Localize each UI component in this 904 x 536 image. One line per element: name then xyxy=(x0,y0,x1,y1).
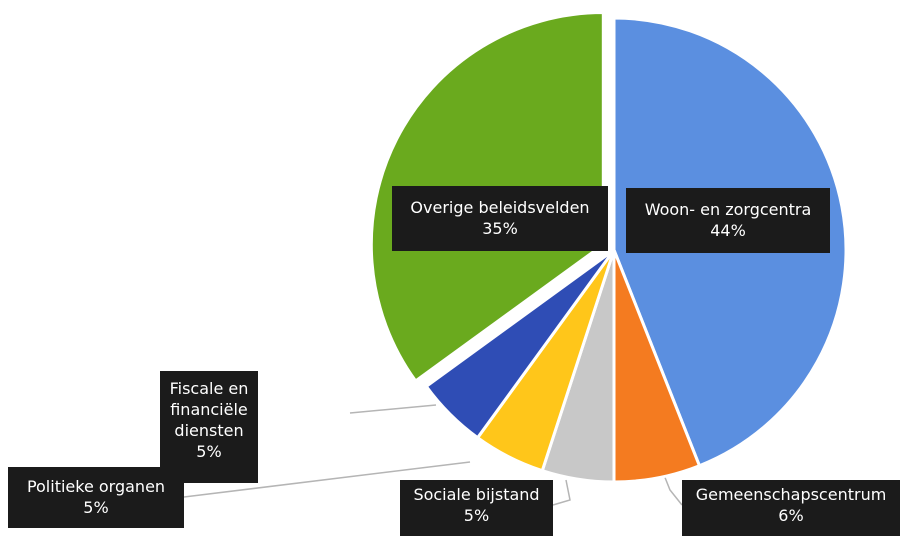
leader-lines xyxy=(183,404,683,506)
label-name: Sociale bijstand xyxy=(413,485,540,504)
data-label-fiscale-diensten: Fiscale en financiële diensten 5% xyxy=(160,371,258,483)
leader-line-gemeenschap xyxy=(663,474,683,506)
label-name: Politieke organen xyxy=(26,477,166,496)
data-label-politieke-organen: Politieke organen 5% xyxy=(8,467,184,528)
leader-line-politieke xyxy=(183,461,471,498)
label-percent: 6% xyxy=(778,506,804,525)
leader-line-fiscale xyxy=(349,404,437,414)
label-percent: 5% xyxy=(463,506,490,525)
label-percent: 5% xyxy=(196,442,222,461)
label-name: Overige beleidsvelden xyxy=(410,198,590,217)
label-name: Gemeenschapscentrum xyxy=(695,485,887,504)
label-percent: 35% xyxy=(482,219,518,238)
data-label-sociale-bijstand: Sociale bijstand 5% xyxy=(400,480,553,536)
label-name: Woon- en zorgcentra xyxy=(644,200,812,219)
label-line-1: Fiscale en xyxy=(169,379,249,398)
data-label-woon-en-zorgcentra: Woon- en zorgcentra 44% xyxy=(626,188,830,253)
data-label-gemeenschapscentrum: Gemeenschapscentrum 6% xyxy=(682,480,900,536)
pie-slice-fiscale-en-financi-le-diensten xyxy=(424,248,616,440)
leader-line-sociale xyxy=(552,479,571,506)
label-percent: 44% xyxy=(710,221,746,240)
data-label-overige-beleidsvelden: Overige beleidsvelden 35% xyxy=(392,186,608,251)
label-line-2: financiële xyxy=(170,400,248,419)
label-line-3: diensten xyxy=(174,421,244,440)
label-percent: 5% xyxy=(83,498,109,517)
